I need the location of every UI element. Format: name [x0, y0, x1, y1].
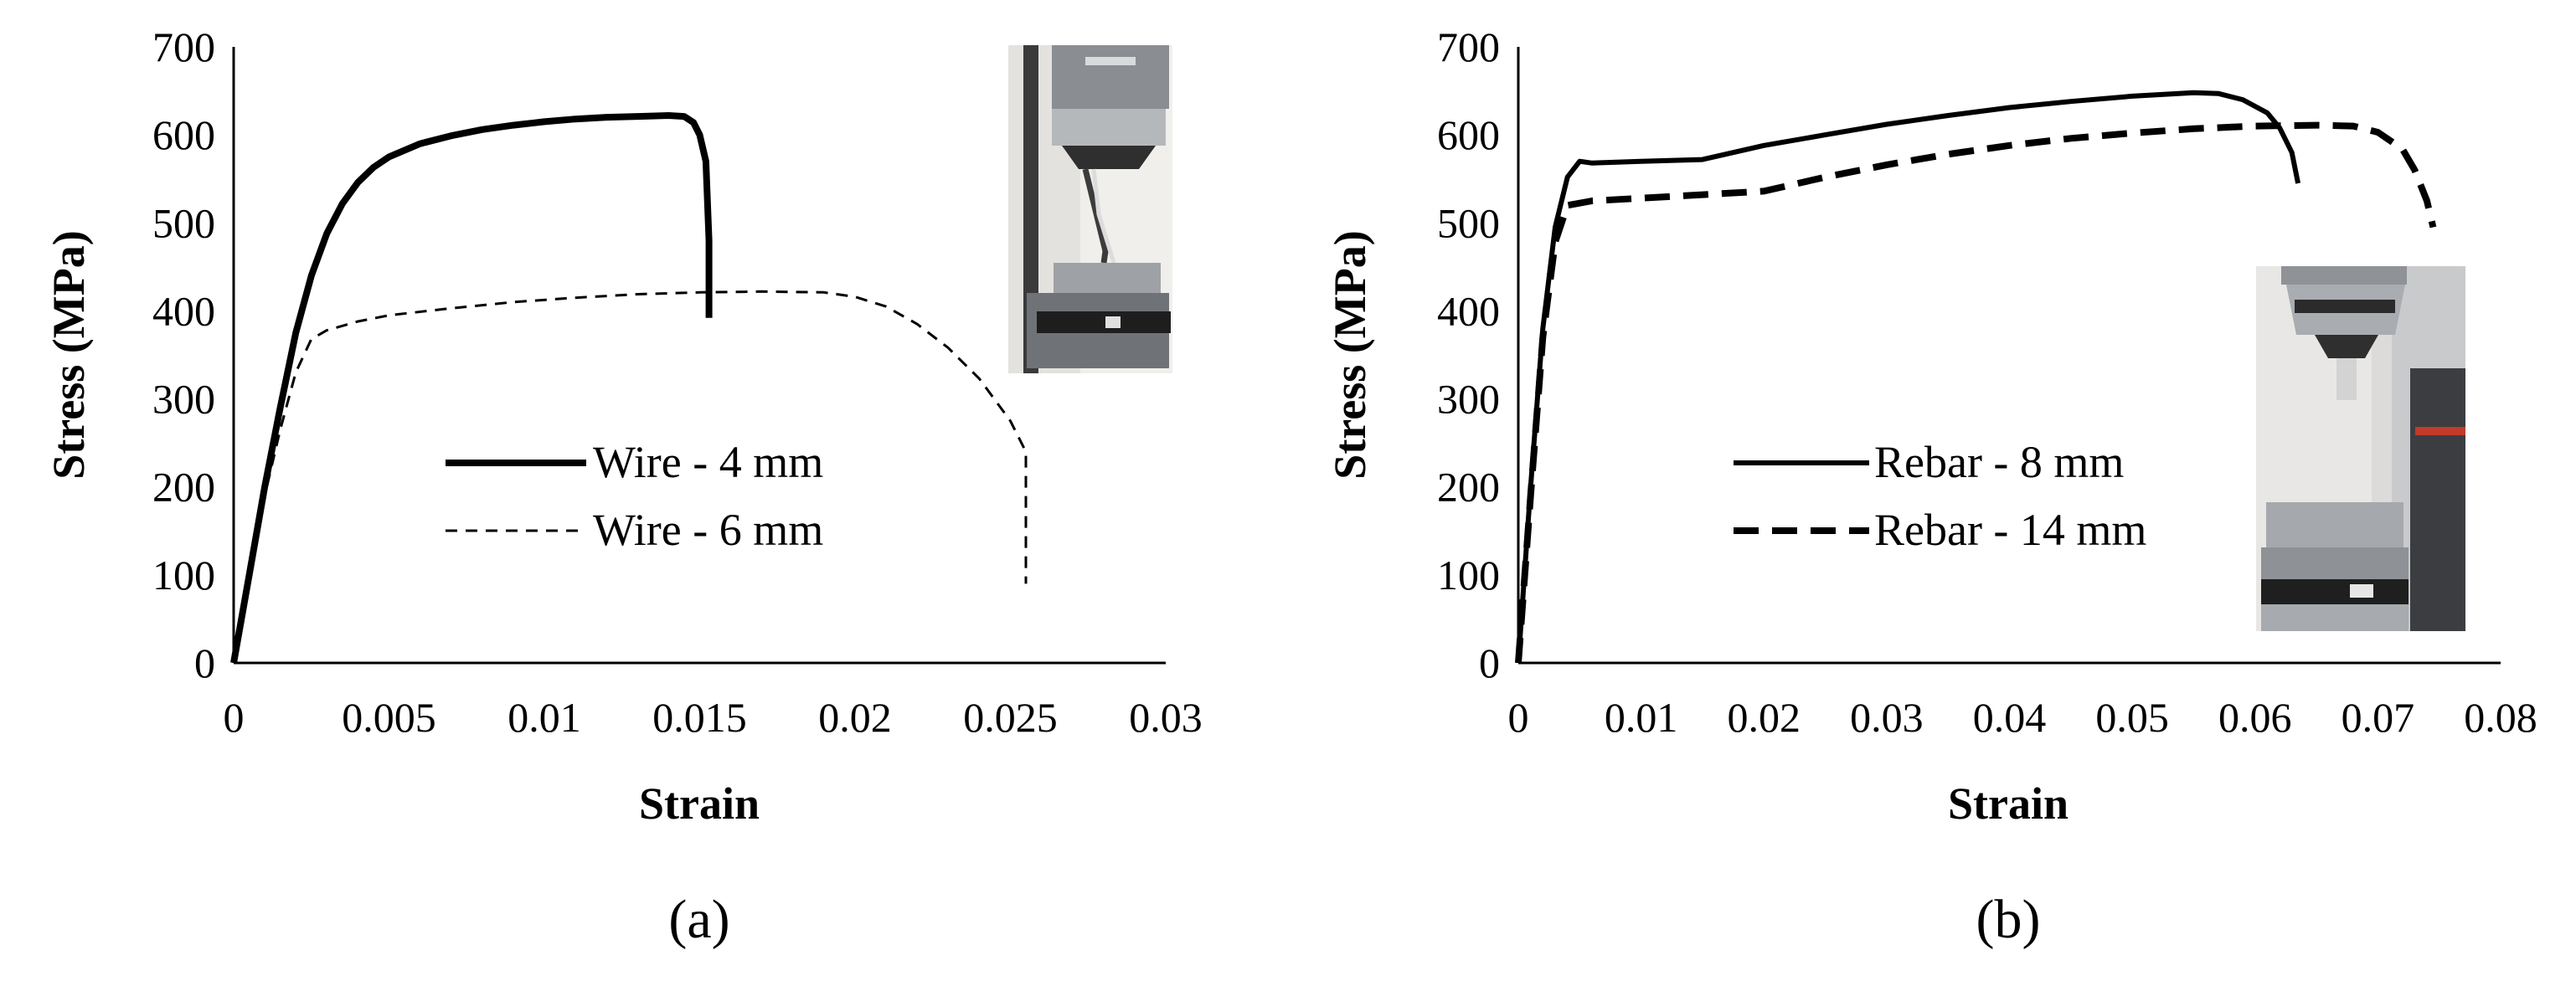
y-tick-label: 100 — [152, 552, 215, 598]
x-tick-label: 0.02 — [1728, 694, 1801, 741]
series-group — [1515, 90, 2437, 664]
y-tick-label: 100 — [1437, 552, 1500, 598]
x-tick-label: 0.005 — [342, 694, 436, 741]
panel-a: 0 100 200 300 400 500 600 700 0 0.005 0.01 0.015 0.… — [44, 23, 1203, 950]
series-line-wire-6-mm — [232, 290, 1028, 664]
y-tick-label: 600 — [1437, 111, 1500, 158]
x-axis-title: Strain — [1948, 778, 2069, 829]
series-group — [230, 112, 1028, 664]
x-tick-label: 0.03 — [1850, 694, 1924, 741]
x-tick-label: 0.06 — [2218, 694, 2292, 741]
y-tick-label: 700 — [152, 23, 215, 70]
y-tick-labels: 0 100 200 300 400 500 600 700 — [152, 23, 215, 686]
legend-label-wire-6mm: Wire - 6 mm — [593, 505, 823, 555]
x-tick-label: 0.08 — [2464, 694, 2537, 741]
x-tick-label: 0 — [224, 694, 245, 741]
series-line-wire-4-mm — [230, 112, 713, 664]
series-line-rebar-8-mm — [1516, 90, 2301, 664]
y-tick-label: 300 — [152, 376, 215, 423]
y-tick-label: 300 — [1437, 376, 1500, 423]
y-tick-labels: 0 100 200 300 400 500 600 700 — [1437, 23, 1500, 686]
x-tick-label: 0.025 — [963, 694, 1058, 741]
x-tick-label: 0.04 — [1973, 694, 2047, 741]
legend: Rebar - 8 mm Rebar - 14 mm — [1734, 437, 2146, 555]
y-tick-label: 700 — [1437, 23, 1500, 70]
panel-label-b: (b) — [1976, 889, 2041, 950]
x-tick-label: 0.05 — [2095, 694, 2169, 741]
y-tick-label: 400 — [1437, 287, 1500, 334]
y-tick-label: 200 — [152, 464, 215, 511]
inset-photo-rebar-test — [2256, 266, 2465, 631]
y-tick-label: 500 — [152, 199, 215, 246]
x-tick-label: 0.01 — [1605, 694, 1678, 741]
y-tick-label: 0 — [1479, 639, 1500, 686]
legend: Wire - 4 mm Wire - 6 mm — [446, 437, 823, 555]
series-line-rebar-14-mm — [1515, 121, 2437, 664]
y-tick-label: 500 — [1437, 199, 1500, 246]
x-tick-label: 0.01 — [507, 694, 581, 741]
panel-label-a: (a) — [668, 889, 729, 950]
x-tick-label: 0.015 — [652, 694, 747, 741]
y-tick-label: 400 — [152, 287, 215, 334]
x-tick-label: 0 — [1508, 694, 1529, 741]
inset-photo-wire-test — [1008, 45, 1172, 373]
y-tick-label: 200 — [1437, 464, 1500, 511]
x-axis-title: Strain — [639, 778, 760, 829]
panel-b: 0 100 200 300 400 500 600 700 0 0.01 0.02 0.03 0.04… — [1325, 23, 2537, 950]
x-tick-label: 0.07 — [2342, 694, 2415, 741]
y-axis-title: Stress (MPa) — [44, 230, 94, 479]
x-tick-label: 0.02 — [818, 694, 892, 741]
y-tick-label: 0 — [194, 639, 215, 686]
x-tick-label: 0.03 — [1129, 694, 1203, 741]
x-tick-labels: 0 0.01 0.02 0.03 0.04 0.05 0.06 0.07 0.08 — [1508, 694, 2537, 741]
legend-label-rebar-14mm: Rebar - 14 mm — [1874, 505, 2146, 555]
x-tick-labels: 0 0.005 0.01 0.015 0.02 0.025 0.03 — [224, 694, 1203, 741]
legend-label-rebar-8mm: Rebar - 8 mm — [1874, 437, 2124, 487]
y-tick-label: 600 — [152, 111, 215, 158]
y-axis-title: Stress (MPa) — [1325, 230, 1375, 479]
legend-label-wire-4mm: Wire - 4 mm — [593, 437, 823, 487]
